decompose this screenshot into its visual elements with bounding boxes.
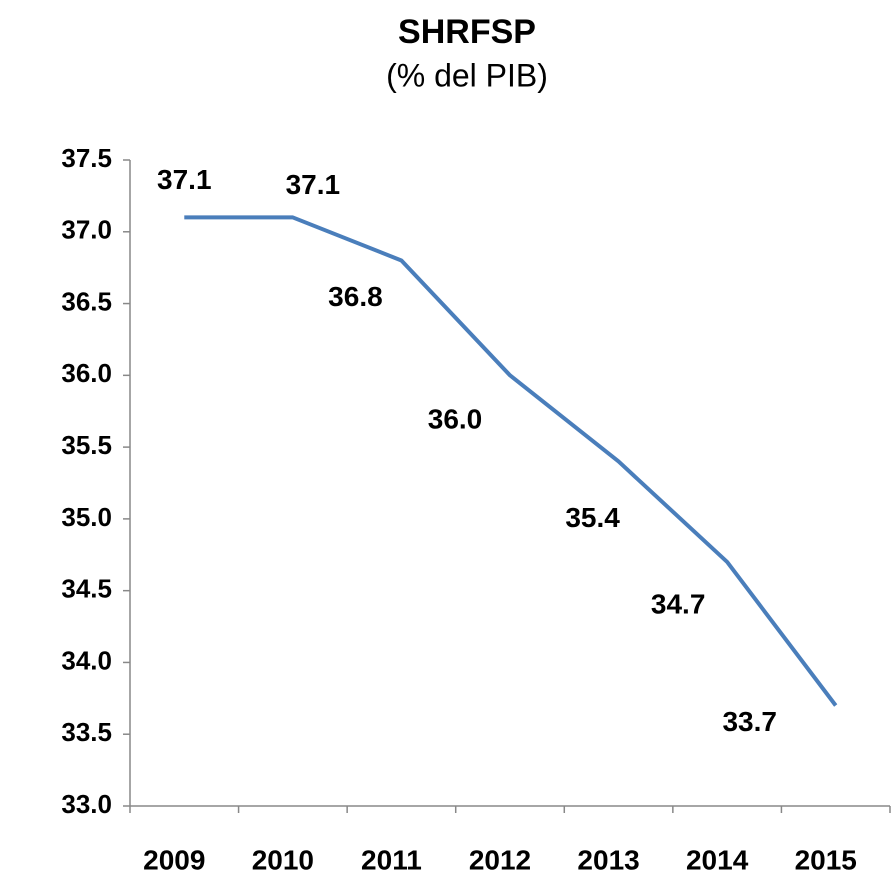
y-tick-label: 36.0: [61, 358, 112, 388]
data-label: 34.7: [651, 588, 706, 619]
x-tick-label: 2013: [577, 844, 639, 875]
y-tick-label: 37.0: [61, 215, 112, 245]
x-tick-label: 2009: [143, 844, 205, 875]
data-label: 33.7: [722, 706, 777, 737]
data-label: 37.1: [286, 169, 341, 200]
chart-subtitle: (% del PIB): [386, 57, 548, 93]
y-tick-label: 36.5: [61, 286, 112, 316]
y-tick-label: 33.0: [61, 789, 112, 819]
data-line: [184, 215, 838, 707]
x-tick-label: 2010: [252, 844, 314, 875]
data-label: 37.1: [157, 164, 212, 195]
y-tick-label: 35.0: [61, 502, 112, 532]
x-tick-label: 2014: [686, 844, 749, 875]
x-tick-label: 2012: [469, 844, 531, 875]
data-label: 36.0: [428, 404, 483, 435]
y-tick-label: 37.5: [61, 143, 112, 173]
y-tick-label: 35.5: [61, 430, 112, 460]
data-label: 35.4: [565, 502, 620, 533]
x-tick-label: 2015: [795, 844, 857, 875]
data-label: 36.8: [328, 281, 383, 312]
y-tick-label: 33.5: [61, 717, 112, 747]
y-tick-label: 34.5: [61, 574, 112, 604]
x-tick-label: 2011: [361, 844, 422, 875]
chart-title: SHRFSP: [398, 13, 536, 51]
y-tick-label: 34.0: [61, 645, 112, 675]
